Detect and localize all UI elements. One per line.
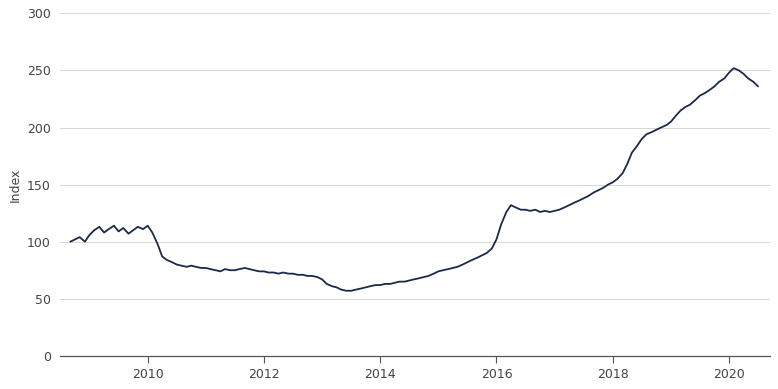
- Y-axis label: Index: Index: [9, 167, 21, 202]
